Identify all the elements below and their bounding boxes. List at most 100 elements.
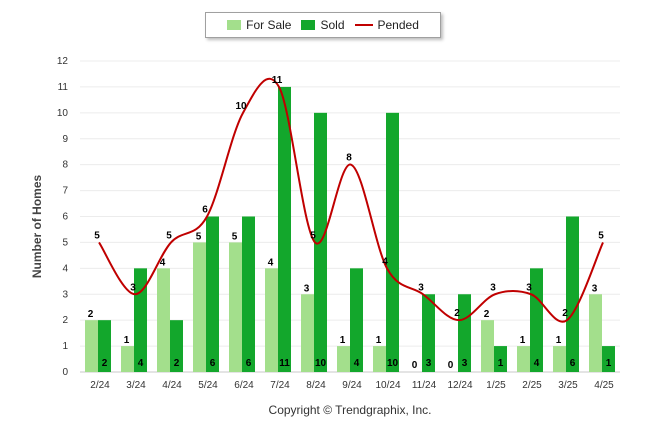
legend-swatch-sold [301, 20, 316, 30]
bar-for-sale [553, 346, 566, 372]
legend: For Sale Sold Pended [205, 12, 441, 38]
data-label-pended: 11 [272, 75, 283, 86]
copyright-text: Copyright © Trendgraphix, Inc. [268, 403, 432, 417]
bar-sold [134, 268, 147, 372]
data-label-sold: 6 [246, 358, 252, 369]
data-label-pended: 5 [166, 230, 172, 241]
bar-for-sale [121, 346, 134, 372]
bar-for-sale [157, 268, 170, 372]
x-tick-label: 2/25 [522, 380, 542, 391]
data-label-for-sale: 1 [376, 335, 382, 346]
data-label-pended: 4 [382, 256, 388, 267]
data-label-sold: 4 [534, 358, 540, 369]
data-label-for-sale: 1 [520, 335, 526, 346]
data-label-pended: 5 [94, 230, 100, 241]
y-tick-label: 2 [62, 315, 68, 326]
x-tick-label: 2/24 [90, 380, 110, 391]
bar-for-sale [265, 268, 278, 372]
data-label-for-sale: 1 [556, 335, 562, 346]
bar-for-sale [85, 320, 98, 372]
data-label-pended: 2 [562, 308, 568, 319]
data-label-pended: 3 [526, 282, 532, 293]
data-label-for-sale: 2 [88, 309, 94, 320]
legend-label-for-sale: For Sale [246, 18, 292, 32]
bar-for-sale [481, 320, 494, 372]
legend-swatch-pended [354, 24, 373, 26]
data-label-sold: 3 [426, 358, 432, 369]
data-label-pended: 5 [598, 230, 604, 241]
bar-sold [278, 86, 291, 373]
data-label-pended: 3 [418, 282, 424, 293]
data-label-sold: 1 [498, 358, 504, 369]
y-tick-label: 4 [62, 263, 68, 274]
bar-for-sale [337, 346, 350, 372]
data-label-for-sale: 1 [124, 335, 130, 346]
data-label-pended: 2 [454, 308, 460, 319]
y-tick-label: 8 [62, 160, 68, 171]
line-pended [98, 77, 604, 323]
data-label-sold: 2 [174, 358, 180, 369]
x-tick-label: 7/24 [270, 380, 290, 391]
bar-sold [422, 294, 435, 372]
data-label-sold: 2 [102, 358, 108, 369]
x-tick-label: 9/24 [342, 380, 362, 391]
x-tick-label: 1/25 [486, 380, 506, 391]
y-tick-label: 5 [62, 237, 68, 248]
bar-sold [350, 268, 363, 372]
bar-sold [386, 112, 399, 372]
data-label-sold: 4 [354, 358, 360, 369]
x-tick-label: 4/24 [162, 380, 182, 391]
bar-for-sale [589, 294, 602, 372]
x-tick-label: 8/24 [306, 380, 326, 391]
data-label-sold: 10 [315, 358, 327, 369]
bar-for-sale [229, 242, 242, 372]
bar-sold [458, 294, 471, 372]
data-label-pended: 3 [490, 282, 496, 293]
data-label-for-sale: 3 [304, 283, 310, 294]
data-label-for-sale: 0 [448, 360, 454, 371]
data-label-sold: 4 [138, 358, 144, 369]
x-tick-label: 5/24 [198, 380, 218, 391]
bar-for-sale [301, 294, 314, 372]
y-tick-label: 6 [62, 212, 68, 223]
data-label-sold: 11 [279, 358, 290, 369]
data-label-sold: 6 [210, 358, 216, 369]
bar-sold [98, 320, 111, 372]
data-label-pended: 3 [130, 282, 136, 293]
legend-swatch-for-sale [227, 20, 242, 30]
data-label-sold: 3 [462, 358, 468, 369]
data-label-for-sale: 5 [232, 231, 238, 242]
data-label-pended: 10 [235, 101, 247, 112]
legend-item-sold: Sold [301, 18, 345, 32]
data-label-for-sale: 4 [268, 257, 274, 268]
x-tick-label: 10/24 [375, 380, 400, 391]
y-tick-label: 10 [57, 108, 69, 119]
bar-sold [602, 346, 615, 372]
bar-sold [566, 216, 579, 372]
data-label-for-sale: 3 [592, 283, 598, 294]
data-label-for-sale: 0 [412, 360, 418, 371]
bar-for-sale [517, 346, 530, 372]
data-label-for-sale: 5 [196, 231, 202, 242]
legend-item-for-sale: For Sale [227, 18, 291, 32]
x-tick-label: 11/24 [412, 380, 437, 391]
data-label-for-sale: 2 [484, 309, 490, 320]
y-axis-label: Number of Homes [30, 175, 44, 279]
data-label-sold: 10 [387, 358, 399, 369]
bar-sold [170, 320, 183, 372]
x-tick-label: 6/24 [234, 380, 254, 391]
y-tick-label: 1 [62, 341, 68, 352]
bar-sold [242, 216, 255, 372]
y-tick-label: 0 [62, 367, 68, 378]
x-tick-label: 12/24 [447, 380, 472, 391]
y-tick-label: 3 [62, 289, 68, 300]
data-label-pended: 5 [310, 230, 316, 241]
y-tick-label: 12 [57, 56, 69, 67]
y-tick-label: 9 [62, 134, 68, 145]
x-tick-label: 3/25 [558, 380, 578, 391]
data-label-sold: 1 [606, 358, 612, 369]
data-label-sold: 6 [570, 358, 576, 369]
legend-label-sold: Sold [320, 18, 345, 32]
bar-sold [530, 268, 543, 372]
